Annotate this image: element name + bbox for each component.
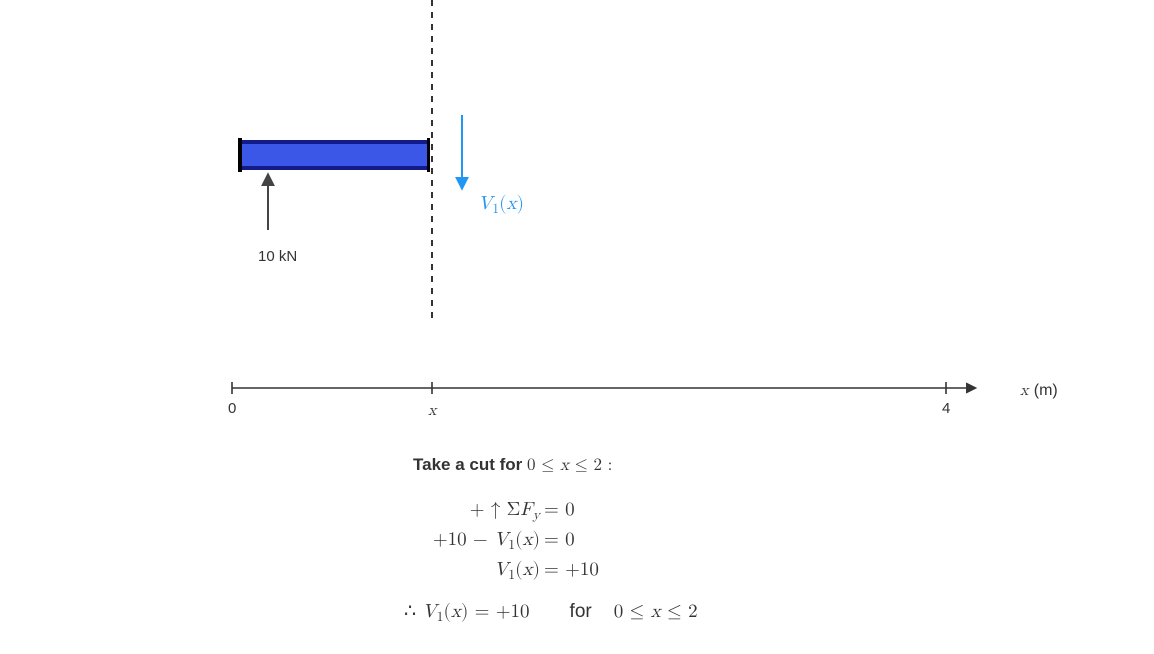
axis-tick-4: 4: [942, 400, 950, 417]
axis-tick-x: x: [428, 402, 436, 421]
diagram-svg: [0, 0, 1154, 654]
diagram-stage: 10 kN V1(x) 0 x 4 x (m) Take a cut for 0…: [0, 0, 1154, 654]
axis-tick-0: 0: [228, 400, 236, 417]
axis-label: x (m): [1020, 382, 1058, 401]
conclusion-line: ∴ V1(x) = +10for0 ≤ x ≤ 2: [404, 600, 698, 626]
reaction-force-label: 10 kN: [258, 248, 297, 265]
caption-prefix: Take a cut for: [413, 455, 527, 474]
caption-range: 0 ≤ x ≤ 2 :: [527, 457, 612, 474]
shear-force-label: V1(x): [478, 192, 524, 218]
cut-caption: Take a cut for 0 ≤ x ≤ 2 :: [413, 455, 612, 476]
